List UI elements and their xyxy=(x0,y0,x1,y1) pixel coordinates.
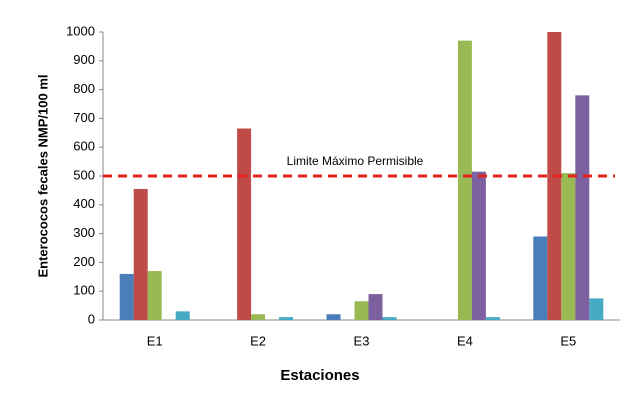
bar xyxy=(119,273,134,320)
bar xyxy=(575,95,590,320)
x-tick-label: E4 xyxy=(457,333,473,348)
bar xyxy=(485,317,500,320)
bar xyxy=(354,301,369,320)
bar xyxy=(175,311,190,320)
x-axis-label: Estaciones xyxy=(280,367,359,384)
bar xyxy=(147,271,162,320)
bar xyxy=(279,317,294,320)
y-tick-label: 500 xyxy=(73,167,95,182)
bar xyxy=(589,298,604,320)
y-tick-label: 1000 xyxy=(66,23,95,38)
y-tick-label: 200 xyxy=(73,254,95,269)
y-tick-label: 300 xyxy=(73,225,95,240)
y-tick-label: 600 xyxy=(73,139,95,154)
bar xyxy=(471,171,486,320)
y-tick-label: 900 xyxy=(73,52,95,67)
y-tick-label: 100 xyxy=(73,283,95,298)
y-tick-label: 400 xyxy=(73,196,95,211)
x-tick-label: E1 xyxy=(147,333,163,348)
x-tick-label: E2 xyxy=(250,333,266,348)
x-tick-label: E3 xyxy=(354,333,370,348)
y-tick-label: 700 xyxy=(73,110,95,125)
bar xyxy=(561,173,576,320)
y-tick-label: 0 xyxy=(88,311,95,326)
bar xyxy=(237,128,252,320)
bar xyxy=(533,236,548,320)
bar xyxy=(133,188,148,320)
bar xyxy=(382,317,397,320)
y-axis-label: Enterococos fecales NMP/100 ml xyxy=(35,74,50,277)
bar xyxy=(251,314,266,320)
bar xyxy=(457,40,472,320)
bar xyxy=(368,294,383,320)
x-tick-label: E5 xyxy=(560,333,576,348)
reference-label: Limite Máximo Permisible xyxy=(287,154,424,168)
y-tick-label: 800 xyxy=(73,81,95,96)
bar xyxy=(326,314,341,320)
